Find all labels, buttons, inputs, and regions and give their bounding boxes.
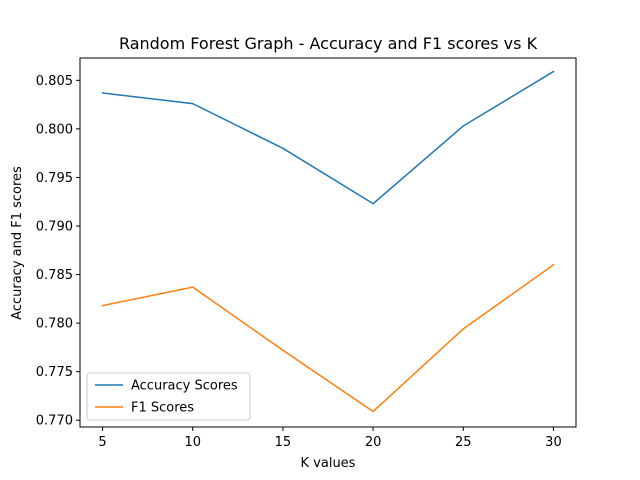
plot-frame bbox=[79, 57, 577, 428]
y-tick-label: 0.770 bbox=[36, 414, 73, 429]
x-axis: 5 10 15 20 25 30 bbox=[98, 427, 562, 450]
x-tick-label: 25 bbox=[455, 435, 472, 450]
y-axis-label: Accuracy and F1 scores bbox=[10, 166, 25, 320]
x-tick-label: 30 bbox=[545, 435, 562, 450]
y-tick-label: 0.775 bbox=[36, 365, 73, 380]
y-axis: 0.770 0.775 0.780 0.785 0.790 0.795 0.800 0.805 bbox=[36, 74, 80, 429]
legend-box bbox=[86, 372, 251, 421]
x-tick-label: 20 bbox=[365, 435, 382, 450]
y-tick-label: 0.785 bbox=[36, 268, 73, 283]
y-tick-label: 0.805 bbox=[36, 74, 73, 89]
y-tick-label: 0.800 bbox=[36, 122, 73, 137]
y-tick-label: 0.780 bbox=[36, 317, 73, 332]
legend-label: Accuracy Scores bbox=[131, 379, 238, 394]
x-axis-label: K values bbox=[301, 456, 356, 471]
series-line-accuracy bbox=[101, 70, 555, 205]
y-tick-label: 0.795 bbox=[36, 171, 73, 186]
series-line-f1 bbox=[101, 263, 555, 413]
x-tick-label: 15 bbox=[275, 435, 292, 450]
y-tick-label: 0.790 bbox=[36, 219, 73, 234]
plot-area bbox=[101, 70, 555, 413]
x-tick-label: 10 bbox=[184, 435, 201, 450]
chart-title: Random Forest Graph - Accuracy and F1 sc… bbox=[119, 34, 538, 53]
legend-label: F1 Scores bbox=[131, 401, 194, 416]
legend: Accuracy Scores F1 Scores bbox=[86, 372, 251, 421]
x-tick-label: 5 bbox=[98, 435, 106, 450]
